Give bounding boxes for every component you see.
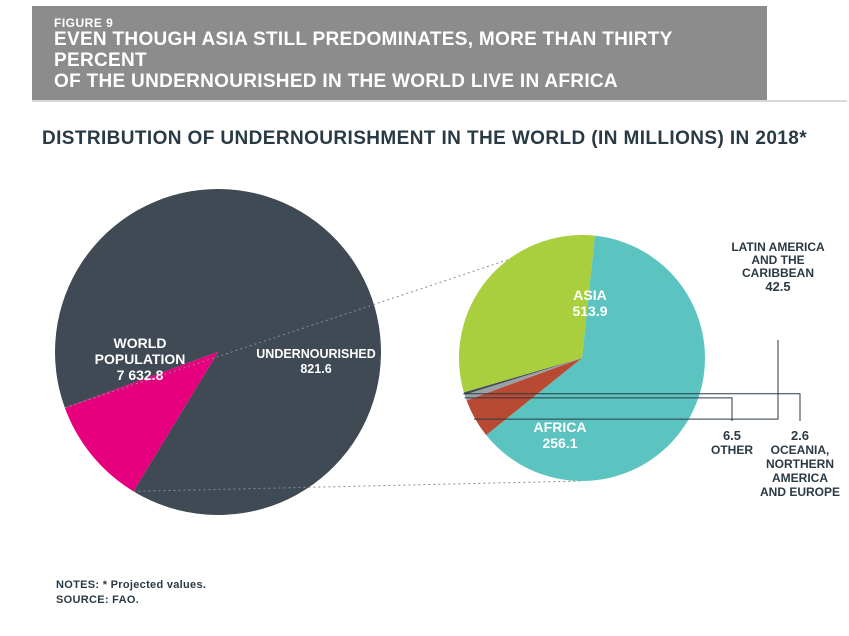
chart-svg: WORLDPOPULATION7 632.8UNDERNOURISHED821.… [0, 0, 849, 636]
right-ext-label-other: 6.5OTHER [711, 428, 753, 457]
right-label-asia: ASIA513.9 [572, 287, 607, 319]
right-ext-label-onae: 2.6OCEANIA,NORTHERNAMERICAAND EUROPE [760, 428, 840, 499]
notes-line1: NOTES: * Projected values. [56, 579, 206, 591]
notes-line2: SOURCE: FAO. [56, 594, 139, 606]
figure-notes: NOTES: * Projected values. SOURCE: FAO. [56, 578, 206, 608]
right-ext-label-lac: LATIN AMERICAAND THECARIBBEAN42.5 [731, 240, 825, 294]
